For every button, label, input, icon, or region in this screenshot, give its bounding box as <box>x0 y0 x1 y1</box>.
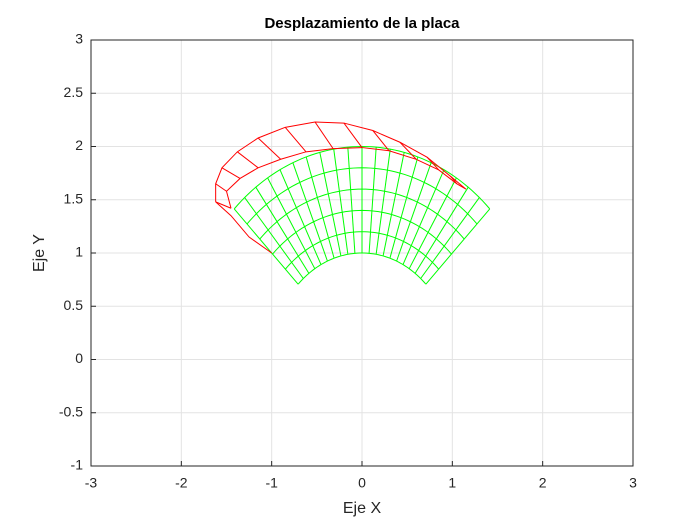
deformed-radial <box>215 201 232 209</box>
deformed-radial <box>284 127 307 153</box>
mesh-radial <box>420 197 480 279</box>
mesh-radial <box>396 162 432 262</box>
x-tick-label: -3 <box>85 475 98 491</box>
x-tick-label: 2 <box>539 475 547 491</box>
y-tick-label: 0 <box>75 350 83 366</box>
x-tick-label: 3 <box>629 475 637 491</box>
deformed-curve <box>215 201 272 254</box>
deformed-radial <box>215 183 227 192</box>
mesh-radial <box>389 156 419 259</box>
y-tick-label: 1.5 <box>64 190 84 206</box>
y-tick-label: 0.5 <box>64 297 84 313</box>
deformed-radial <box>257 137 282 160</box>
y-tick-label: -1 <box>71 457 84 473</box>
mesh-radial <box>279 169 322 265</box>
deformed-radial <box>426 156 440 171</box>
y-tick-label: 1 <box>75 244 83 260</box>
deformed-radial <box>343 122 363 148</box>
mesh-radial <box>368 147 377 254</box>
y-tick-label: 2 <box>75 137 83 153</box>
x-tick-label: 0 <box>358 475 366 491</box>
deformed-radial <box>314 121 334 149</box>
y-axis-label: Eje Y <box>31 234 48 272</box>
axes-box <box>90 39 634 467</box>
mesh-radial <box>414 186 469 274</box>
mesh-radial <box>402 169 445 265</box>
deformed-radial <box>221 167 241 179</box>
x-tick-label: 1 <box>448 475 456 491</box>
deformed-radial <box>450 175 458 185</box>
mesh-radial <box>292 162 328 262</box>
y-tick-label: 3 <box>75 31 83 47</box>
x-tick-label: -2 <box>175 475 188 491</box>
mesh-radial <box>233 208 299 285</box>
mesh-radial <box>255 186 310 274</box>
mesh-radial <box>425 208 491 285</box>
mesh-radial <box>382 152 405 257</box>
mesh-radial <box>375 149 391 255</box>
x-tick-label: -1 <box>265 475 278 491</box>
mesh-radial <box>267 177 316 269</box>
x-axis-label: Eje X <box>343 500 382 517</box>
mesh-radial <box>244 197 304 279</box>
y-tick-label: 2.5 <box>64 84 84 100</box>
mesh-radial <box>333 149 349 255</box>
mesh-radial <box>347 147 356 254</box>
mesh-radial <box>408 177 457 269</box>
deformed-radial <box>372 130 390 152</box>
deformed-radial <box>237 151 259 169</box>
y-tick-label: -0.5 <box>59 403 83 419</box>
mesh-radial <box>319 152 342 257</box>
mesh-radial <box>305 156 335 259</box>
chart-title: Desplazamiento de la placa <box>264 15 460 32</box>
deformed-radial <box>399 141 417 160</box>
